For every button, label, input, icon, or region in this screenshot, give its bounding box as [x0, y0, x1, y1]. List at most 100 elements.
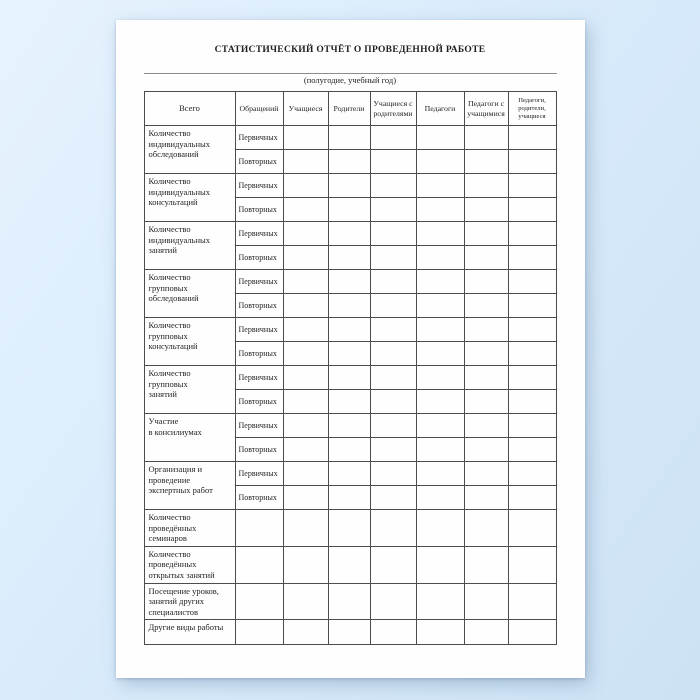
table-row: Количество индивидуальных консультаций П…	[143, 173, 557, 222]
data-cell	[369, 582, 417, 621]
data-cell	[507, 173, 557, 198]
data-cell	[415, 461, 465, 486]
table-row: Повторных	[144, 437, 557, 462]
row-label: Количество индивидуальных обследований	[143, 125, 236, 174]
data-cell	[415, 221, 465, 246]
data-cell	[463, 125, 509, 150]
sub-row-label-primary: Первичных	[234, 461, 284, 486]
data-cell	[507, 125, 557, 150]
data-cell	[327, 413, 371, 438]
sub-row-label-repeat: Повторных	[234, 485, 284, 510]
data-cell	[282, 197, 329, 222]
data-cell	[463, 293, 509, 318]
data-cell	[415, 269, 465, 294]
data-cell	[369, 245, 417, 270]
data-cell	[282, 461, 329, 486]
column-header-requests: Обращений	[234, 91, 284, 126]
data-cell	[327, 197, 371, 222]
data-cell	[327, 582, 371, 621]
data-cell	[369, 413, 417, 438]
data-cell	[415, 149, 465, 174]
data-cell	[327, 619, 371, 646]
sub-row-label-primary: Первичных	[234, 173, 284, 198]
data-cell	[415, 437, 465, 462]
table-row: Посещение уроков, занятий других специал…	[143, 582, 557, 621]
row-label: Организация и проведение экспертных рабо…	[143, 461, 236, 510]
data-cell	[369, 619, 417, 646]
data-cell	[369, 365, 417, 390]
table-row: Повторных	[144, 485, 557, 510]
data-cell	[415, 197, 465, 222]
data-cell	[463, 437, 509, 462]
data-cell	[463, 149, 509, 174]
data-cell	[369, 389, 417, 414]
fill-in-line	[143, 73, 557, 74]
table-row: Другие виды работы	[143, 619, 557, 646]
data-cell	[327, 125, 371, 150]
data-cell	[369, 485, 417, 510]
data-cell	[327, 269, 371, 294]
data-cell	[282, 125, 329, 150]
data-cell	[507, 149, 557, 174]
sub-row-label-primary: Первичных	[234, 221, 284, 246]
data-cell	[327, 389, 371, 414]
data-cell	[463, 341, 509, 366]
data-cell	[463, 221, 509, 246]
data-cell	[463, 365, 509, 390]
data-cell	[463, 413, 509, 438]
header-row: Всего Обращений Учащиеся Родители Учащие…	[143, 91, 557, 126]
data-cell	[463, 545, 509, 584]
data-cell	[415, 413, 465, 438]
data-cell	[369, 269, 417, 294]
row-label: Количество групповых занятий	[143, 365, 236, 414]
data-cell	[507, 437, 557, 462]
table-row: Повторных	[144, 389, 557, 414]
table-row: Количество проведённых семинаров	[143, 509, 557, 547]
data-cell	[369, 149, 417, 174]
data-cell	[282, 389, 329, 414]
data-cell	[415, 317, 465, 342]
data-cell	[415, 173, 465, 198]
data-cell	[327, 221, 371, 246]
column-header-parents: Родители	[327, 91, 371, 126]
sub-row-label-repeat: Повторных	[234, 389, 284, 414]
data-cell	[234, 509, 284, 547]
data-cell	[327, 245, 371, 270]
report-title: СТАТИСТИЧЕСКИЙ ОТЧЁТ О ПРОВЕДЕННОЙ РАБОТ…	[214, 45, 486, 55]
data-cell	[415, 245, 465, 270]
data-cell	[327, 437, 371, 462]
data-cell	[327, 545, 371, 584]
table-row: Количество проведённых открытых занятий	[143, 545, 557, 584]
sub-row-label-primary: Первичных	[234, 365, 284, 390]
data-cell	[463, 619, 509, 646]
sub-row-label-repeat: Повторных	[234, 293, 284, 318]
data-cell	[369, 221, 417, 246]
data-cell	[327, 149, 371, 174]
sub-row-label-primary: Первичных	[234, 413, 284, 438]
document-page: СТАТИСТИЧЕСКИЙ ОТЧЁТ О ПРОВЕДЕННОЙ РАБОТ…	[115, 20, 585, 678]
data-cell	[507, 545, 557, 584]
data-cell	[369, 125, 417, 150]
data-cell	[463, 317, 509, 342]
data-cell	[369, 341, 417, 366]
row-label: Количество индивидуальных консультаций	[143, 173, 236, 222]
statistical-report-table: Всего Обращений Учащиеся Родители Учащие…	[143, 91, 557, 646]
data-cell	[463, 509, 509, 547]
data-cell	[282, 293, 329, 318]
data-cell	[327, 365, 371, 390]
data-cell	[369, 317, 417, 342]
data-cell	[507, 293, 557, 318]
data-cell	[369, 293, 417, 318]
sub-row-label-repeat: Повторных	[234, 437, 284, 462]
data-cell	[369, 509, 417, 547]
data-cell	[327, 461, 371, 486]
row-label: Количество проведённых семинаров	[143, 509, 236, 547]
sub-row-label-primary: Первичных	[234, 269, 284, 294]
data-cell	[282, 365, 329, 390]
data-cell	[282, 269, 329, 294]
data-cell	[327, 317, 371, 342]
data-cell	[507, 509, 557, 547]
data-cell	[234, 582, 284, 621]
table-row: Организация и проведение экспертных рабо…	[143, 461, 557, 510]
data-cell	[369, 197, 417, 222]
